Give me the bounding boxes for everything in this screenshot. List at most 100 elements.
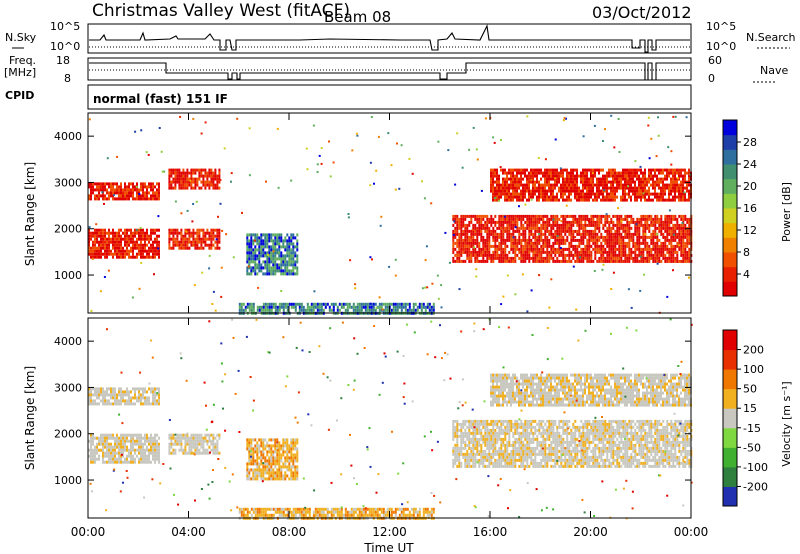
power-cell [584,192,586,196]
power-cell [128,255,130,259]
power-cell [512,177,514,181]
power-cell [594,192,596,196]
power-cell [96,255,98,259]
power-cell [488,217,491,221]
power-cell [134,246,136,250]
velocity-cell [90,451,92,455]
velocity-cell [106,436,108,440]
power-cell [504,183,506,187]
power-cell [674,244,677,248]
power-cell [500,253,503,257]
power-cell [562,229,565,233]
power-cell [476,235,479,239]
power-scatter-point [618,151,621,153]
velocity-cell [206,433,209,437]
power-cell [116,243,118,247]
power-cell [272,305,275,309]
power-scatter-point [272,250,275,253]
velocity-cell [146,436,148,440]
velocity-cell [94,399,96,403]
power-cell [602,198,604,202]
power-cell [598,223,601,227]
power-cell [546,238,549,242]
power-cell [292,242,295,246]
power-cell [682,253,685,257]
power-cell [102,188,104,192]
power-cell [660,244,663,248]
power-cell [564,183,566,187]
power-cell [522,247,525,251]
power-cell [600,256,603,260]
power-cell [624,235,627,239]
power-cell [536,189,538,193]
power-cell [514,247,517,251]
power-cell [342,305,345,309]
power-cell [532,253,535,257]
power-cell [140,252,142,256]
power-cell [170,186,173,190]
power-scatter-point [204,121,207,124]
power-cell [456,259,459,263]
power-cell [98,191,100,195]
power-cell [528,232,531,236]
power-cell [596,226,599,230]
power-cell [588,250,591,254]
power-cell [586,195,588,199]
power-cell [642,183,644,187]
velocity-cell [128,454,130,458]
power-cell [568,177,570,181]
power-cell [578,229,581,233]
power-cell [530,226,533,230]
power-cell [184,171,187,175]
power-cell [288,251,291,255]
power-cell [216,243,219,247]
power-scatter-point [347,216,350,219]
power-cell [332,302,335,306]
power-cell [648,198,650,202]
velocity-cell [252,459,255,463]
power-cell [626,186,628,190]
power-cell [168,186,171,190]
power-cell [596,232,599,236]
power-cell [104,228,106,232]
power-cell [208,168,211,172]
power-cell [612,226,615,230]
power-cell [90,252,92,256]
velocity-cell [212,439,215,443]
velocity-cell [172,451,175,455]
power-cell [424,305,427,309]
power-cell [524,171,526,175]
power-cell [526,250,529,254]
power-cell [196,231,199,235]
power-cell [118,188,120,192]
power-cell [634,195,636,199]
power-cell [550,177,552,181]
power-cell [628,247,631,251]
power-cell [140,243,142,247]
power-cell [238,305,241,309]
power-cell [524,253,527,257]
power-cell [282,263,285,267]
power-cell [192,177,195,181]
velocity-cell [264,438,267,442]
power-cell [128,243,130,247]
power-cell [144,240,146,244]
power-cell [524,192,526,196]
power-cell [124,197,126,201]
power-cell [494,198,496,202]
power-cell [638,174,640,178]
power-cell [566,214,569,218]
power-cell [504,244,507,248]
power-cell [206,231,209,235]
power-cell [298,302,301,306]
power-cell [582,180,584,184]
power-cell [474,256,477,260]
power-cell [558,180,560,184]
power-cell [680,250,683,254]
power-cell [468,259,471,263]
power-cell [504,229,507,233]
power-cell [658,171,660,175]
velocity-cell [268,471,271,475]
power-cell [560,174,562,178]
